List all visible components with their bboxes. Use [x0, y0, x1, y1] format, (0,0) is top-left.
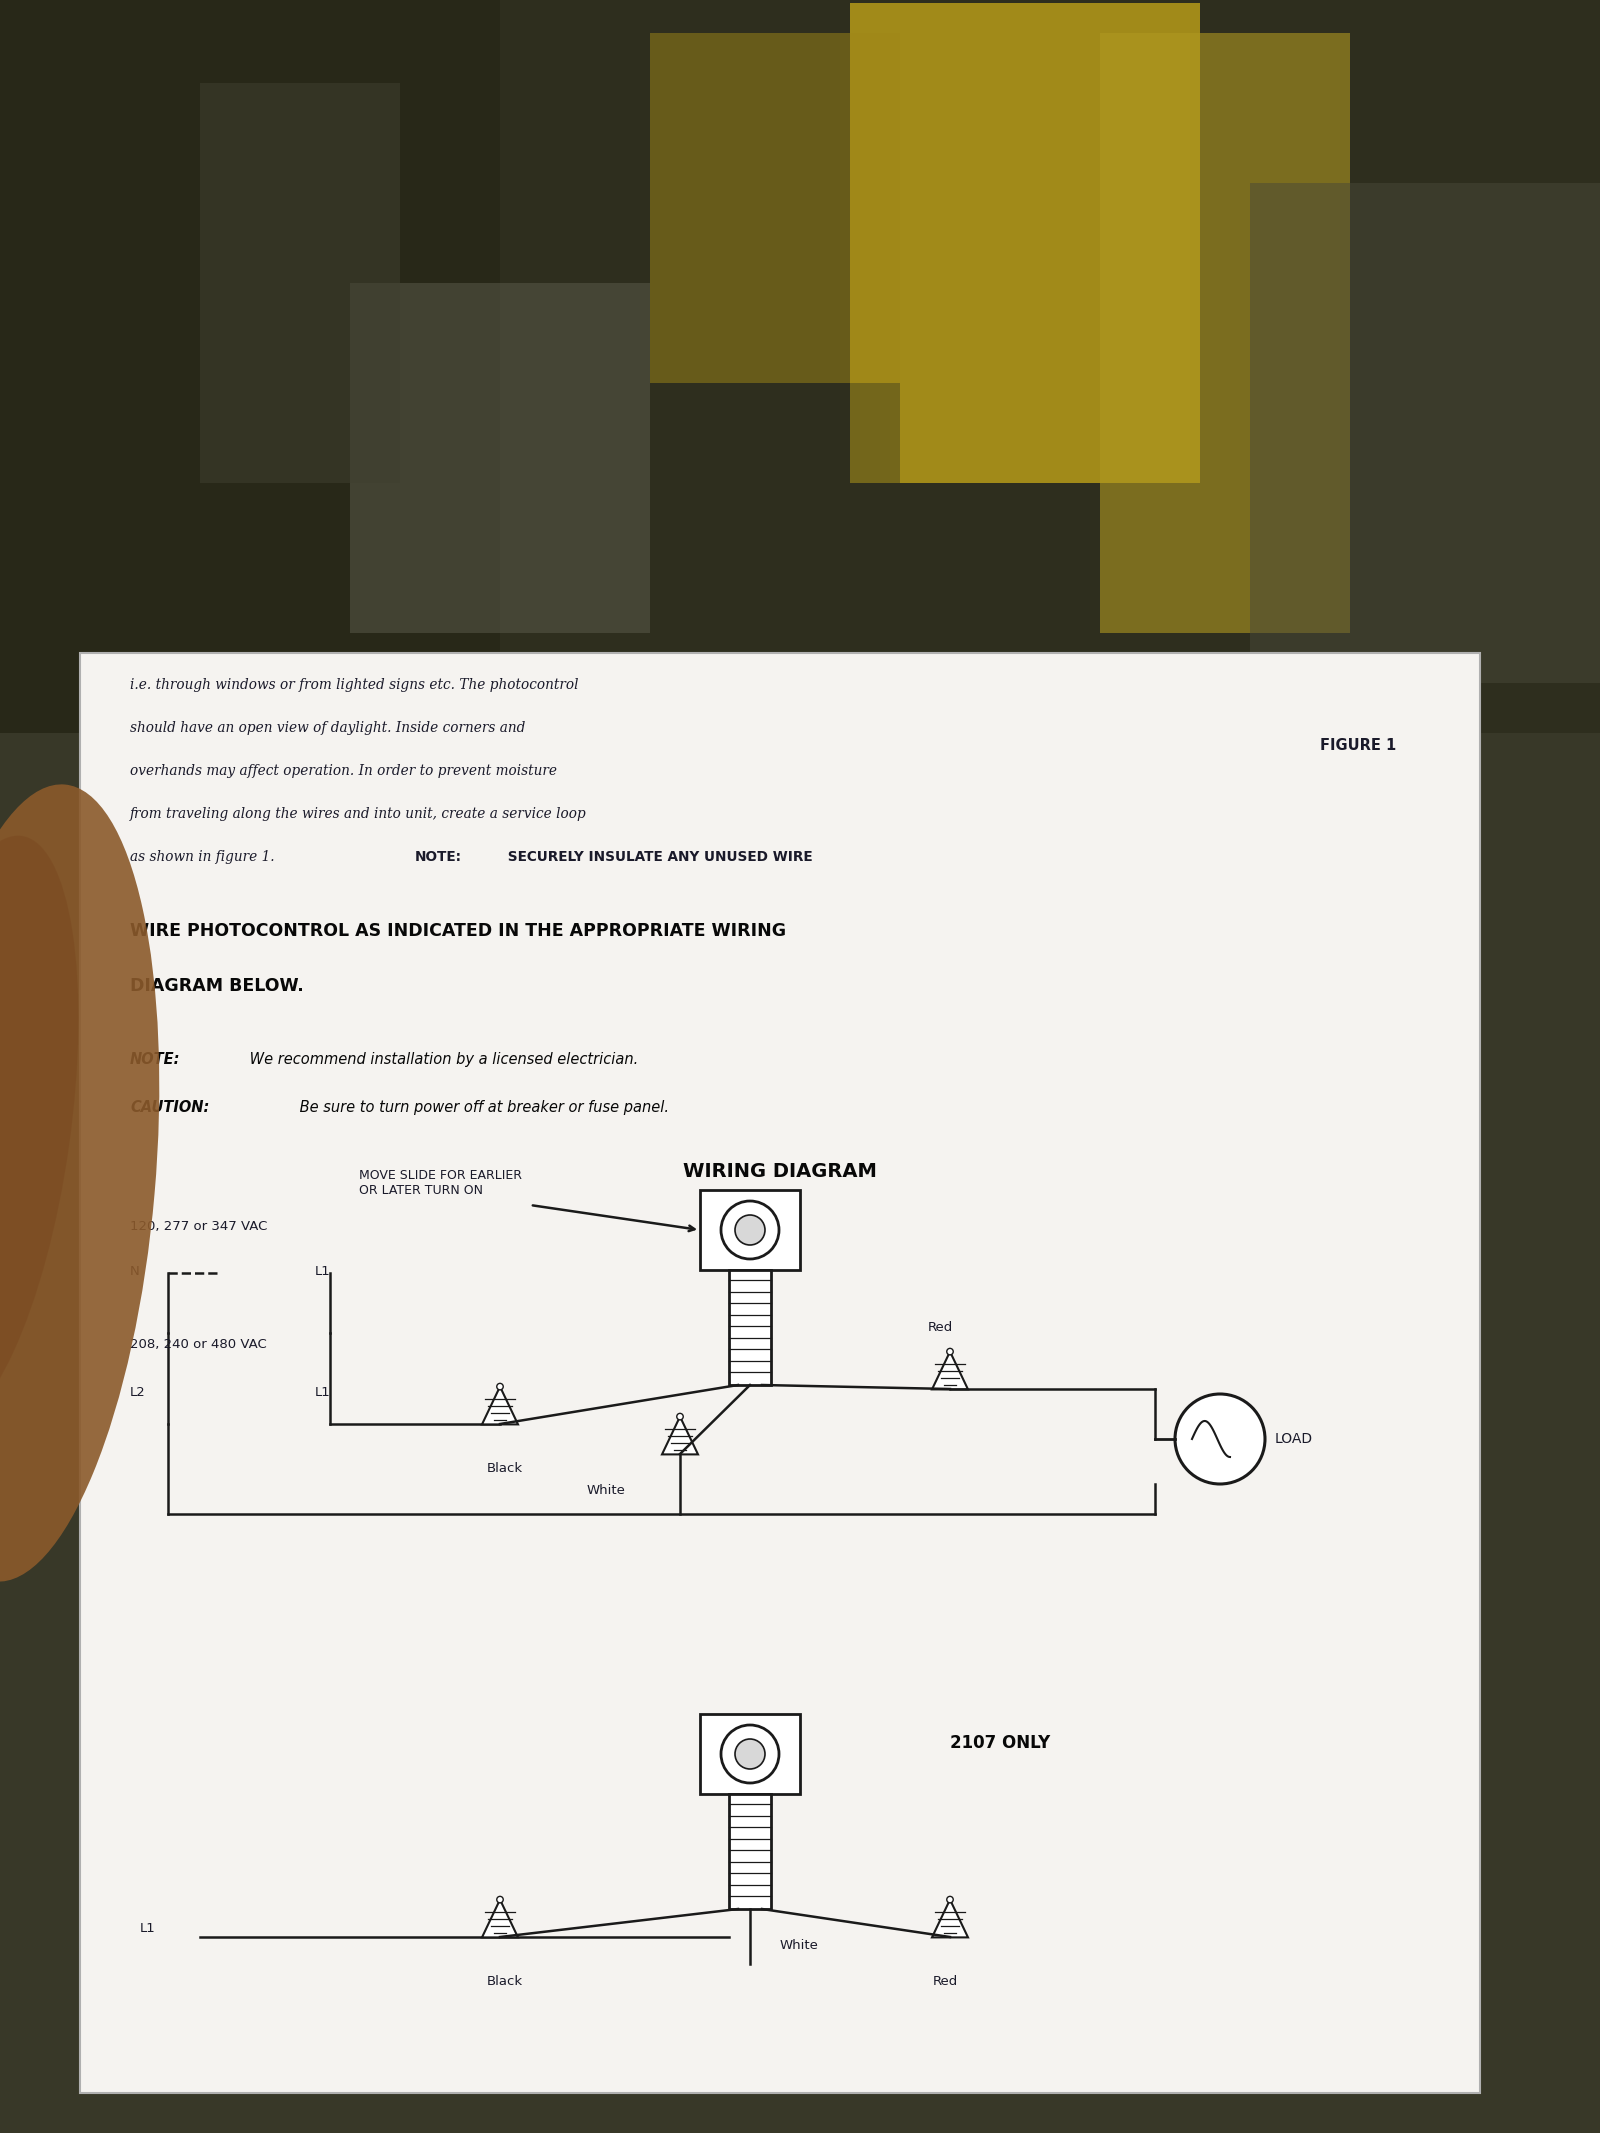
Text: overhands may affect operation. In order to prevent moisture: overhands may affect operation. In order… — [130, 764, 557, 779]
Ellipse shape — [0, 836, 78, 1431]
Text: SECURELY INSULATE ANY UNUSED WIRE: SECURELY INSULATE ANY UNUSED WIRE — [502, 849, 813, 864]
Circle shape — [734, 1738, 765, 1768]
Bar — [0, 734, 1600, 783]
Text: LOAD: LOAD — [1275, 1431, 1314, 1446]
Bar — [730, 1269, 771, 1384]
Circle shape — [496, 1896, 504, 1903]
Circle shape — [1174, 1395, 1266, 1485]
Circle shape — [677, 1414, 683, 1421]
Polygon shape — [931, 1901, 968, 1937]
Text: i.e. through windows or from lighted signs etc. The photocontrol: i.e. through windows or from lighted sig… — [130, 678, 579, 691]
Text: Be sure to turn power off at breaker or fuse panel.: Be sure to turn power off at breaker or … — [294, 1101, 669, 1116]
Bar — [80, 653, 1480, 2092]
Bar — [701, 1715, 800, 1794]
Polygon shape — [931, 1352, 968, 1389]
Text: White: White — [586, 1485, 626, 1497]
Bar — [0, 0, 499, 734]
Text: FIGURE 1: FIGURE 1 — [1320, 738, 1397, 753]
Circle shape — [947, 1348, 954, 1354]
Text: L1: L1 — [141, 1922, 155, 1935]
Bar — [499, 384, 899, 734]
Polygon shape — [482, 1386, 518, 1425]
Text: 120, 277 or 347 VAC: 120, 277 or 347 VAC — [130, 1220, 267, 1233]
Text: DIAGRAM BELOW.: DIAGRAM BELOW. — [130, 977, 304, 994]
Bar — [0, 0, 1600, 783]
Text: MOVE SLIDE FOR EARLIER
OR LATER TURN ON: MOVE SLIDE FOR EARLIER OR LATER TURN ON — [358, 1169, 522, 1197]
Bar — [730, 1794, 771, 1909]
Text: 208, 240 or 480 VAC: 208, 240 or 480 VAC — [130, 1337, 267, 1350]
Bar — [200, 83, 400, 482]
Circle shape — [496, 1384, 504, 1391]
Ellipse shape — [0, 785, 160, 1583]
Text: Black: Black — [486, 1975, 523, 1988]
Text: Black: Black — [486, 1461, 523, 1476]
Text: as shown in figure 1.: as shown in figure 1. — [130, 849, 275, 864]
Bar — [1101, 32, 1350, 634]
Bar — [650, 32, 899, 384]
Bar — [1250, 183, 1600, 683]
Text: L2: L2 — [130, 1386, 146, 1399]
Polygon shape — [482, 1901, 518, 1937]
Text: L1: L1 — [315, 1386, 331, 1399]
Text: 2107 ONLY: 2107 ONLY — [950, 1734, 1050, 1751]
Polygon shape — [662, 1416, 698, 1455]
Circle shape — [722, 1201, 779, 1258]
Text: NOTE:: NOTE: — [130, 1052, 181, 1066]
Text: We recommend installation by a licensed electrician.: We recommend installation by a licensed … — [245, 1052, 638, 1066]
Text: from traveling along the wires and into unit, create a service loop: from traveling along the wires and into … — [130, 806, 587, 821]
Text: Red: Red — [928, 1320, 952, 1333]
Text: L1: L1 — [315, 1265, 331, 1278]
Bar — [701, 1190, 800, 1269]
Text: White: White — [781, 1939, 819, 1952]
Circle shape — [947, 1896, 954, 1903]
Text: NOTE:: NOTE: — [414, 849, 462, 864]
Text: Red: Red — [933, 1975, 958, 1988]
Text: WIRING DIAGRAM: WIRING DIAGRAM — [683, 1162, 877, 1182]
Bar — [350, 284, 650, 634]
Text: N: N — [130, 1265, 139, 1278]
Bar — [850, 2, 1200, 482]
Text: WIRE PHOTOCONTROL AS INDICATED IN THE APPROPRIATE WIRING: WIRE PHOTOCONTROL AS INDICATED IN THE AP… — [130, 921, 786, 941]
Text: should have an open view of daylight. Inside corners and: should have an open view of daylight. In… — [130, 721, 525, 736]
Circle shape — [722, 1726, 779, 1783]
Text: CAUTION:: CAUTION: — [130, 1101, 210, 1116]
Circle shape — [734, 1216, 765, 1246]
